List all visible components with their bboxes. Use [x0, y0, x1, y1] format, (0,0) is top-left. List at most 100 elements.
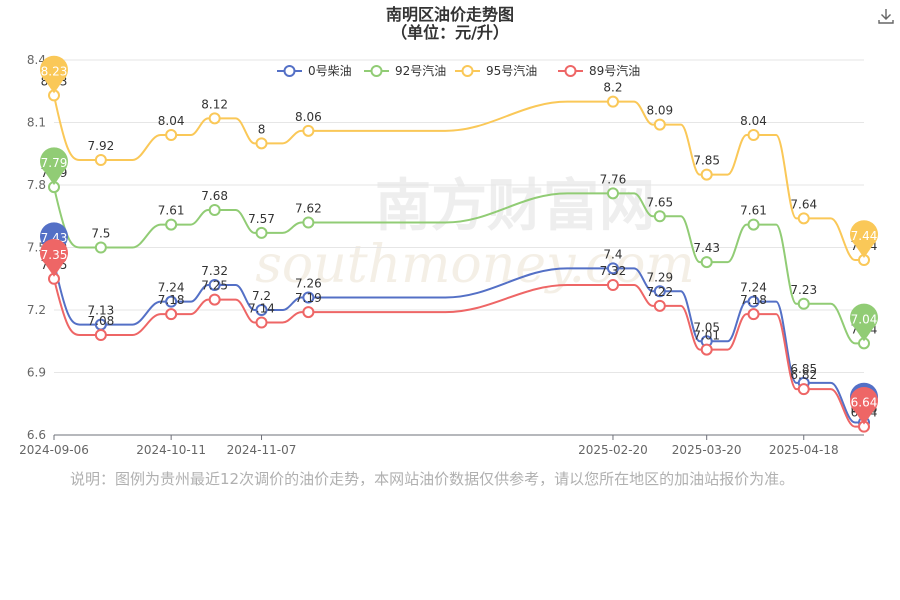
data-label: 7.57	[248, 212, 275, 226]
data-point	[302, 124, 315, 137]
data-label: 6.85	[790, 362, 817, 376]
data-point	[208, 293, 221, 306]
pin-marker	[39, 147, 68, 186]
data-point	[606, 95, 619, 108]
data-point	[797, 383, 810, 396]
data-point	[747, 308, 760, 321]
y-tick-label: 7.2	[27, 303, 46, 317]
data-point	[208, 204, 221, 216]
data-label: 7.24	[158, 281, 185, 295]
series-line	[53, 278, 864, 428]
data-label: 7.32	[201, 264, 228, 278]
data-label: 7.2	[252, 289, 271, 303]
chart-subtitle: （单位：元/升）	[391, 23, 509, 42]
download-icon[interactable]	[876, 6, 896, 26]
end-pin: 7.04	[850, 303, 878, 342]
x-tick-label: 2025-02-20	[578, 443, 648, 457]
data-label: 6.82	[790, 368, 817, 382]
x-tick-label: 2025-04-18	[769, 443, 839, 457]
legend-label: 0号柴油	[308, 64, 352, 78]
pin-label: 8.23	[41, 64, 68, 78]
data-label: 7.25	[201, 279, 228, 293]
data-label: 7.62	[295, 202, 322, 216]
data-label: 7.29	[646, 270, 673, 284]
x-tick-label: 2024-11-07	[227, 443, 297, 457]
data-point	[797, 297, 810, 310]
x-tick-label: 2024-09-06	[19, 443, 89, 457]
legend-item: 89号汽油	[558, 63, 640, 78]
series-2: 7.797.57.617.687.577.627.767.657.437.617…	[41, 166, 877, 350]
pin-label: 7.79	[41, 156, 68, 170]
legend-item: 92号汽油	[364, 63, 446, 78]
legend-item: 95号汽油	[455, 63, 537, 78]
data-label: 7.23	[790, 283, 817, 297]
data-label: 7.24	[740, 281, 767, 295]
series-1: 7.43 7.13 7.24 7.32 7.2 7.26 7.4 7.29 7.05 7.24 6.…	[41, 241, 877, 429]
data-point	[165, 308, 178, 321]
data-point	[606, 262, 619, 275]
data-point	[797, 212, 810, 225]
end-pin: 7.44	[850, 220, 878, 258]
legend-marker	[370, 65, 383, 77]
pin-marker	[40, 55, 68, 94]
data-point	[653, 210, 666, 223]
pin-marker	[850, 220, 878, 258]
data-label: 7.08	[88, 314, 115, 328]
data-point	[606, 187, 619, 200]
data-point	[255, 304, 268, 316]
data-label: 7.5	[91, 227, 110, 241]
data-point	[94, 329, 107, 341]
data-point	[606, 279, 619, 291]
data-point	[208, 279, 221, 291]
data-label: 8.04	[158, 114, 185, 128]
data-point	[747, 218, 760, 231]
data-label: 7.65	[646, 195, 673, 209]
legend-item: 0号柴油	[277, 64, 352, 78]
data-label: 7.05	[693, 320, 720, 334]
data-label: 7.13	[88, 304, 115, 318]
pin-label: 7.35	[41, 248, 68, 262]
data-point	[700, 168, 713, 181]
data-label: 7.61	[158, 204, 185, 218]
pin-label: 7.44	[851, 229, 878, 243]
legend-label: 89号汽油	[589, 63, 640, 78]
endpoint-pins: 7.436.667.797.048.237.447.356.64	[39, 55, 878, 425]
pin-marker	[850, 386, 878, 425]
legend-marker	[461, 65, 474, 77]
data-label: 7.14	[248, 302, 275, 316]
legend: 0号柴油 92号汽油 95号汽油 89号汽油	[277, 63, 640, 78]
data-label: 8.12	[201, 97, 228, 111]
data-point	[208, 112, 221, 125]
data-label: 7.01	[693, 329, 720, 343]
start-pin: 7.35	[40, 239, 68, 277]
data-point	[302, 291, 315, 304]
data-label: 7.18	[158, 293, 185, 307]
data-point	[94, 241, 107, 254]
data-point	[747, 129, 760, 141]
data-label: 7.85	[693, 154, 720, 168]
data-point	[653, 299, 666, 312]
data-label: 7.43	[693, 241, 720, 255]
data-point	[255, 137, 268, 150]
data-point	[255, 226, 268, 239]
data-point	[653, 118, 666, 131]
data-point	[700, 343, 713, 356]
data-point	[302, 216, 315, 229]
data-label: 7.32	[600, 264, 627, 278]
data-label: 7.92	[88, 139, 115, 153]
start-pin: 8.23	[40, 55, 68, 94]
pin-marker	[40, 239, 68, 277]
data-point	[94, 154, 107, 166]
data-point	[653, 285, 666, 298]
x-tick-label: 2024-10-11	[136, 443, 206, 457]
legend-marker	[283, 65, 296, 77]
data-label: 7.19	[295, 291, 322, 305]
legend-label: 92号汽油	[395, 63, 446, 78]
data-point	[255, 316, 268, 329]
data-point	[165, 129, 178, 141]
series-group: 7.43 7.13 7.24 7.32 7.2 7.26 7.4 7.29 7.05 7.24 6.…	[41, 74, 877, 433]
data-point	[747, 295, 760, 308]
end-pin: 6.64	[850, 386, 878, 425]
series-4: 7.357.087.187.257.147.197.327.227.017.18…	[41, 258, 877, 433]
x-tick-label: 2025-03-20	[672, 443, 742, 457]
